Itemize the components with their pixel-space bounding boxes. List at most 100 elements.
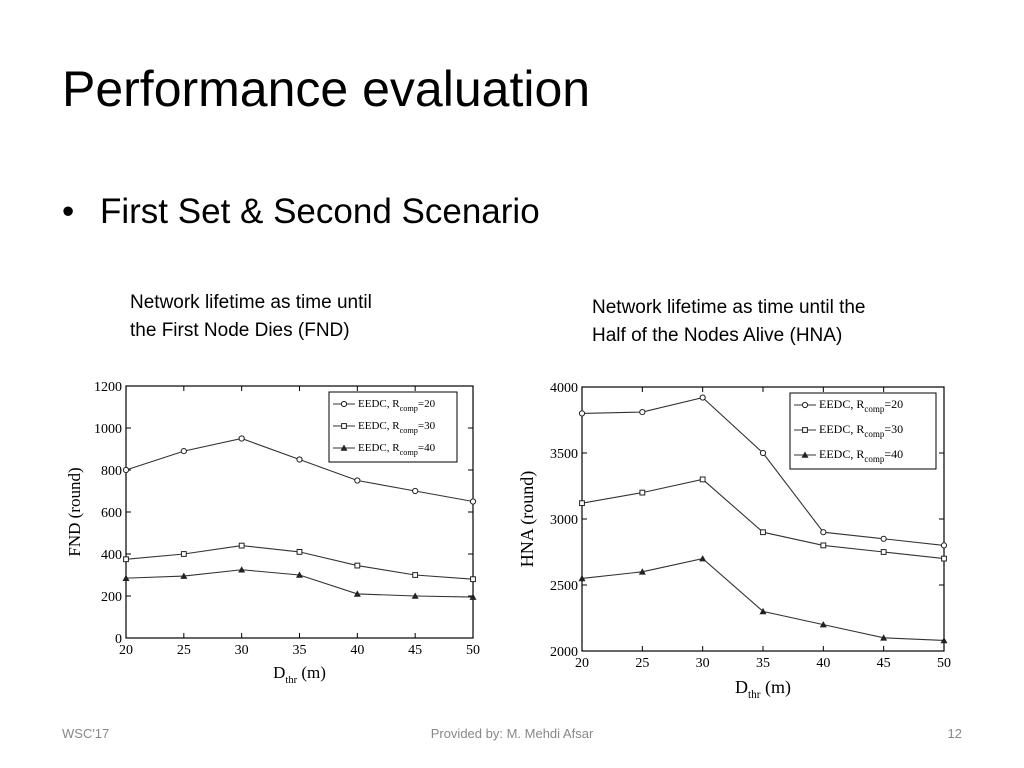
hna-y-tick-label: 2500 [550, 579, 578, 594]
hna-data-point [880, 549, 887, 555]
fnd-legend-label: EEDC, Rcomp=40 [358, 442, 436, 457]
slide-title: Performance evaluation [62, 61, 591, 117]
hna-y-axis-label: HNA (round) [517, 471, 538, 568]
fnd-series-3 [122, 566, 477, 600]
hna-series-line [581, 478, 945, 560]
hna-caption-line-1: Network lifetime as time until the [592, 297, 866, 318]
fnd-x-axis-label: Dthr (m) [273, 663, 326, 686]
fnd-data-point [123, 556, 129, 563]
hna-data-point [760, 529, 766, 536]
hna-data-point [820, 529, 827, 536]
hna-data-point [880, 634, 888, 641]
fnd-y-tick-label: 0 [115, 632, 122, 647]
fnd-x-tick-label: 25 [177, 643, 191, 658]
footer-provider: Provided by: M. Mehdi Afsar [430, 726, 594, 741]
fnd-legend: EEDC, Rcomp=20 EEDC, Rcomp=30 EEDC, Rcomp=… [328, 391, 458, 463]
fnd-data-point [412, 487, 419, 495]
fnd-x-tick-label: 20 [119, 643, 133, 658]
fnd-x-tick-label: 45 [408, 643, 422, 658]
fnd-data-point [180, 551, 187, 557]
hna-x-tick-label: 25 [635, 656, 649, 671]
hna-data-point [578, 410, 586, 417]
fnd-chart: 0 200 400 600 800 1000 1200 20 25 30 35 40 45 50 FND (… [65, 380, 480, 686]
hna-x-tick-label: 30 [696, 656, 710, 671]
fnd-y-tick-label: 1000 [94, 422, 122, 437]
fnd-caption-line-1: Network lifetime as time until [130, 292, 372, 313]
fnd-caption: Network lifetime as time until the First… [130, 289, 490, 345]
fnd-x-tick-label: 40 [350, 643, 364, 658]
hna-data-point [578, 574, 586, 582]
hna-x-tick-label: 45 [877, 656, 891, 671]
fnd-legend-label: EEDC, Rcomp=30 [358, 420, 436, 435]
hna-legend: EEDC, Rcomp=20 EEDC, Rcomp=30 EEDC, Rcomp=… [789, 392, 937, 470]
fnd-data-point [354, 477, 361, 484]
hna-legend-label: EEDC, Rcomp=30 [819, 422, 903, 439]
hna-legend-label: EEDC, Rcomp=40 [819, 447, 903, 464]
fnd-data-point [180, 572, 188, 579]
hna-caption: Network lifetime as time until the Half … [592, 294, 952, 350]
hna-x-tick-label: 50 [937, 656, 951, 671]
hna-x-axis-label: Dthr (m) [735, 677, 791, 701]
fnd-data-point [411, 592, 419, 599]
fnd-y-axis-label: FND (round) [65, 467, 84, 556]
hna-data-point [699, 394, 706, 401]
hna-data-point [638, 568, 646, 575]
hna-y-tick-label: 2000 [550, 645, 578, 660]
fnd-data-point [412, 572, 419, 578]
hna-legend-marker [801, 451, 809, 458]
fnd-x-tick-label: 30 [235, 643, 249, 658]
hna-data-point [579, 500, 585, 507]
footer-conference: WSC'17 [62, 726, 110, 741]
hna-series-2 [579, 476, 947, 562]
fnd-series-1 [122, 435, 477, 505]
fnd-data-point [238, 566, 246, 573]
fnd-data-point [180, 448, 187, 455]
hna-x-tick-label: 35 [756, 656, 770, 671]
fnd-data-point [296, 549, 303, 555]
hna-data-point [940, 542, 948, 549]
hna-caption-line-2: Half of the Nodes Alive (HNA) [592, 325, 843, 346]
fnd-data-point [469, 593, 477, 600]
fnd-x-tick-label: 35 [293, 643, 307, 658]
fnd-y-tick-label: 200 [101, 590, 122, 605]
fnd-y-tick-label: 1200 [94, 380, 122, 395]
hna-series-3 [578, 555, 948, 644]
fnd-caption-line-2: the First Node Dies (FND) [130, 320, 350, 341]
hna-data-point [759, 607, 767, 615]
fnd-data-point [122, 574, 130, 581]
hna-data-point [639, 489, 646, 496]
hna-y-tick-label: 3000 [550, 513, 578, 528]
hna-data-point [639, 408, 646, 416]
fnd-data-point [238, 435, 245, 442]
hna-legend-marker [802, 427, 808, 433]
fnd-data-point [353, 590, 361, 597]
fnd-data-point [238, 542, 245, 549]
fnd-y-tick-label: 600 [101, 506, 122, 521]
hna-data-point [941, 555, 947, 562]
fnd-data-point [354, 562, 361, 569]
hna-data-point [940, 636, 948, 644]
fnd-legend-label: EEDC, Rcomp=20 [358, 398, 436, 413]
hna-data-point [759, 449, 767, 457]
bullet-item: • First Set & Second Scenario [62, 192, 540, 232]
footer-page-number: 12 [947, 726, 962, 741]
fnd-y-tick-label: 800 [101, 464, 122, 479]
hna-data-point [699, 555, 707, 562]
hna-legend-label: EEDC, Rcomp=20 [819, 397, 903, 414]
hna-series-line [581, 558, 945, 641]
fnd-legend-marker [340, 400, 348, 408]
fnd-data-point [296, 456, 303, 463]
fnd-data-point [296, 571, 303, 578]
fnd-data-point [469, 498, 477, 505]
hna-legend-marker [801, 401, 809, 409]
fnd-x-tick-label: 50 [466, 643, 480, 658]
fnd-series-2 [123, 542, 476, 583]
bullet-text: First Set & Second Scenario [100, 192, 540, 231]
fnd-data-point [470, 576, 476, 583]
hna-series-1 [578, 394, 948, 549]
hna-data-point [699, 476, 706, 483]
hna-x-tick-label: 40 [816, 656, 830, 671]
bullet-dot-icon: • [62, 192, 75, 231]
hna-legend-box [789, 392, 937, 470]
hna-data-point [880, 535, 887, 542]
